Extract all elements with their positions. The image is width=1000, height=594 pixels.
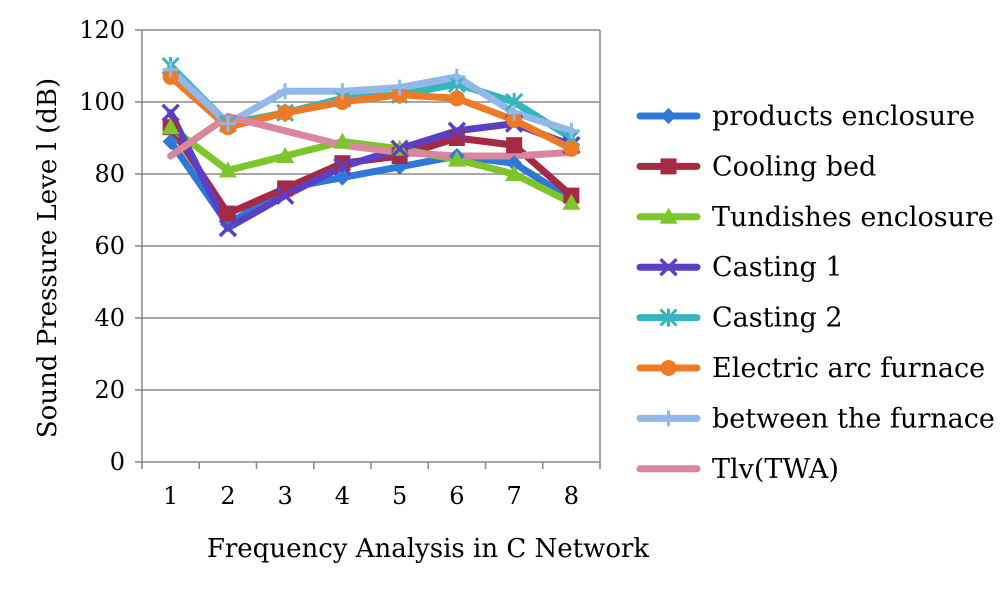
- y-tick-label: 40: [94, 304, 125, 332]
- legend-label: Casting 2: [712, 303, 843, 334]
- data-point-s7-3: [277, 83, 294, 100]
- data-point-s4-5: [390, 139, 409, 159]
- legend: products enclosure Cooling bed Tundishes e…: [636, 101, 995, 485]
- data-point-s7-2: [219, 115, 236, 132]
- legend-label: between the furnace: [712, 403, 995, 434]
- data-point-s4-2: [218, 218, 238, 238]
- data-point-s6-6: [448, 90, 465, 107]
- legend-item-4: Casting 1: [636, 252, 843, 283]
- legend-item-5: Casting 2: [636, 303, 843, 334]
- legend-marker: [660, 410, 677, 427]
- legend-marker: [660, 108, 677, 124]
- data-point-s2-2: [219, 205, 236, 222]
- tick-labels: 0 20 40 60 80 100 120 1 2 3 4 5 6 7 8: [79, 16, 579, 510]
- data-point-s3-7: [505, 165, 524, 181]
- data-point-s7-4: [334, 83, 351, 100]
- y-tick-label: 60: [94, 232, 125, 260]
- y-tick-label: 20: [94, 376, 125, 404]
- data-point-s4-1: [161, 103, 180, 123]
- data-point-s1-7: [506, 155, 523, 172]
- axes: [135, 29, 601, 469]
- legend-marker: [659, 207, 678, 224]
- y-axis-title: Sound Pressure Leve l (dB): [33, 78, 63, 438]
- series-line-3: [167, 123, 575, 207]
- data-point-s6-3: [277, 104, 294, 121]
- legend-item-8: Tlv(TWA): [636, 454, 839, 485]
- data-point-s4-6: [447, 121, 467, 141]
- legend-marker: [660, 158, 677, 175]
- x-tick-label: 7: [506, 482, 521, 510]
- x-tick-label: 4: [335, 482, 350, 510]
- data-point-s6-8: [563, 140, 580, 157]
- data-point-s3-3: [276, 147, 295, 163]
- x-tick-label: 5: [392, 482, 407, 510]
- data-point-s3-8: [562, 193, 581, 210]
- legend-label: Electric arc furnace: [712, 353, 985, 384]
- data-point-s4-3: [275, 186, 295, 205]
- data-point-s2-7: [506, 137, 523, 154]
- grid-lines: [142, 29, 600, 391]
- legend-marker: [659, 257, 678, 277]
- x-tick-label: 1: [163, 482, 178, 510]
- legend-item-1: products enclosure: [636, 101, 975, 132]
- legend-item-3: Tundishes enclosure: [636, 202, 994, 233]
- series-markers: [161, 56, 581, 238]
- data-point-s7-5: [391, 79, 408, 96]
- data-point-s3-4: [333, 132, 352, 149]
- y-tick-label: 100: [79, 88, 125, 116]
- legend-item-7: between the furnace: [636, 403, 995, 434]
- legend-label: Cooling bed: [712, 151, 876, 182]
- data-point-s3-1: [161, 118, 180, 135]
- x-tick-label: 8: [564, 482, 579, 510]
- data-point-s1-4: [334, 169, 351, 186]
- legend-item-2: Cooling bed: [636, 151, 876, 182]
- legend-marker: [660, 360, 677, 376]
- series-lines: [167, 62, 575, 232]
- series-line-4: [167, 109, 575, 232]
- y-tick-label: 0: [110, 448, 125, 476]
- legend-label: products enclosure: [712, 101, 975, 132]
- data-point-s7-1: [162, 61, 179, 78]
- legend-item-6: Electric arc furnace: [636, 353, 985, 384]
- x-tick-label: 6: [449, 482, 464, 510]
- data-point-s6-4: [334, 94, 351, 110]
- data-point-s7-8: [563, 122, 580, 139]
- series-line-8: [167, 112, 575, 160]
- x-tick-label: 3: [277, 482, 292, 510]
- legend-marker: [659, 308, 678, 327]
- x-axis-title: Frequency Analysis in C Network: [207, 534, 650, 564]
- legend-label: Tundishes enclosure: [712, 202, 994, 233]
- legend-label: Casting 1: [712, 252, 843, 283]
- legend-label: Tlv(TWA): [712, 454, 839, 485]
- data-point-s3-2: [218, 161, 237, 178]
- data-point-s7-6: [448, 68, 465, 85]
- data-point-s4-4: [333, 157, 352, 177]
- y-tick-label: 80: [94, 160, 125, 188]
- data-point-s2-4: [334, 155, 351, 172]
- series-line-1: [167, 138, 575, 228]
- x-tick-label: 2: [220, 482, 235, 510]
- y-tick-label: 120: [79, 16, 125, 44]
- data-point-s1-1: [162, 133, 179, 150]
- data-point-s3-6: [447, 150, 466, 167]
- data-point-s7-7: [506, 104, 523, 121]
- series-line-6: [167, 73, 575, 153]
